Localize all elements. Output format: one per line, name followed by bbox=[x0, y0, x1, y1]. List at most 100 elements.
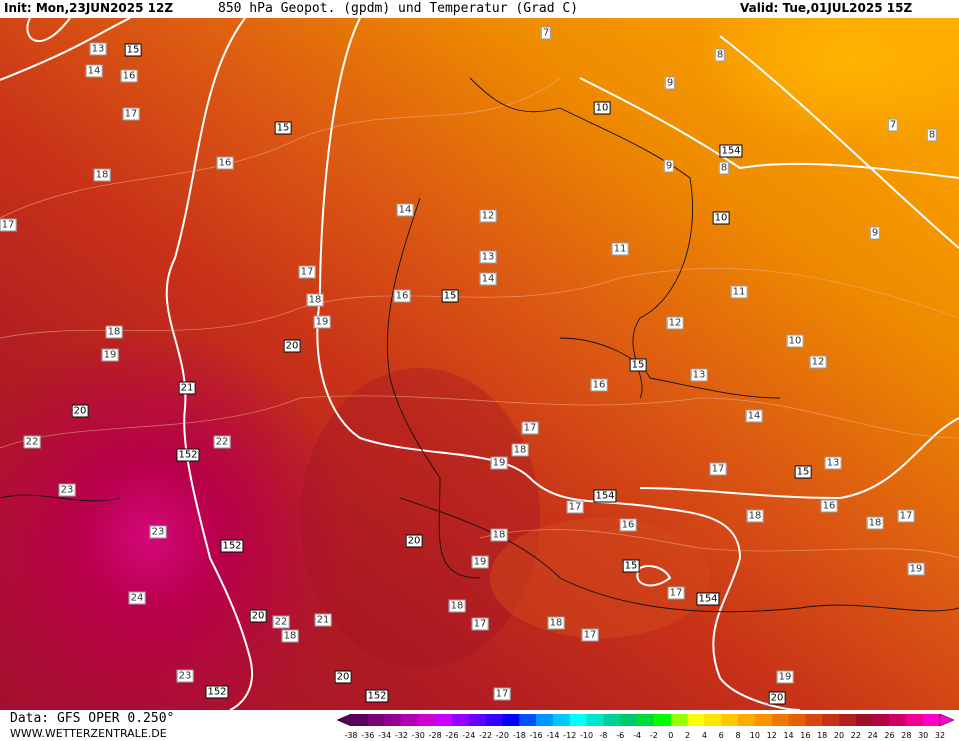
colorbar-label: 24 bbox=[868, 731, 878, 740]
contour-label: 18 bbox=[281, 629, 299, 643]
colorbar-label: 30 bbox=[918, 731, 928, 740]
colorbar-swatch bbox=[704, 714, 722, 726]
geopotential-contours bbox=[0, 18, 959, 710]
colorbar-label: -24 bbox=[462, 731, 475, 740]
contour-label: 19 bbox=[471, 555, 489, 569]
contour-label: 19 bbox=[313, 315, 331, 329]
website: WWW.WETTERZENTRALE.DE bbox=[10, 727, 167, 740]
colorbar-swatch bbox=[653, 714, 672, 726]
contour-label: 8 bbox=[718, 161, 730, 175]
contour-label: 154 bbox=[696, 592, 720, 606]
temperature-contours bbox=[0, 77, 959, 559]
contour-label: 17 bbox=[667, 586, 685, 600]
contour-label: 23 bbox=[149, 525, 167, 539]
contour-label: 10 bbox=[712, 211, 730, 225]
contour-label: 16 bbox=[619, 518, 637, 532]
colorbar-label: -8 bbox=[599, 731, 607, 740]
contour-label: 154 bbox=[719, 144, 743, 158]
contour-label: 15 bbox=[124, 43, 142, 57]
colorbar-high-arrow bbox=[939, 713, 955, 727]
contour-label: 22 bbox=[272, 615, 290, 629]
contour-label: 20 bbox=[249, 609, 267, 623]
contour-label: 11 bbox=[611, 242, 629, 256]
colorbar-label: 26 bbox=[884, 731, 894, 740]
contour-label: 16 bbox=[393, 289, 411, 303]
contour-label: 13 bbox=[690, 368, 708, 382]
contour-label: 154 bbox=[593, 489, 617, 503]
colorbar-swatch bbox=[687, 714, 705, 726]
colorbar-label: 14 bbox=[783, 731, 793, 740]
colorbar-label: 32 bbox=[935, 731, 945, 740]
colorbar-swatch bbox=[536, 714, 554, 726]
warm-north bbox=[690, 18, 959, 148]
colorbar-swatch bbox=[401, 714, 419, 726]
contour-label: 9 bbox=[664, 76, 676, 90]
contour-label: 15 bbox=[441, 289, 459, 303]
colorbar-swatch bbox=[502, 714, 520, 726]
map-field bbox=[0, 18, 959, 710]
colorbar-label: 10 bbox=[750, 731, 760, 740]
colorbar-label: -4 bbox=[633, 731, 641, 740]
colorbar-label: 28 bbox=[901, 731, 911, 740]
colorbar-label: -22 bbox=[479, 731, 492, 740]
contour-label: 152 bbox=[365, 689, 389, 703]
contour-label: 17 bbox=[897, 509, 915, 523]
contour-label: 18 bbox=[306, 293, 324, 307]
colorbar-swatch bbox=[771, 714, 789, 726]
map: 13 15 14 16 17 15 16 18 17 14 12 13 14 15 16 18 17 19 18 19… bbox=[0, 18, 959, 710]
contour-label: 17 bbox=[471, 617, 489, 631]
contour-label: 21 bbox=[314, 613, 332, 627]
contour-label: 20 bbox=[334, 670, 352, 684]
colorbar-label: 2 bbox=[685, 731, 690, 740]
header: Init: Mon,23JUN2025 12Z 850 hPa Geopot. … bbox=[0, 0, 959, 18]
colorbar-label: -16 bbox=[530, 731, 543, 740]
colorbar-label: -30 bbox=[412, 731, 425, 740]
colorbar-label: 22 bbox=[851, 731, 861, 740]
colorbar-label: -32 bbox=[395, 731, 408, 740]
colorbar-label: 6 bbox=[719, 731, 724, 740]
colorbar-label: -14 bbox=[546, 731, 559, 740]
contour-label: 12 bbox=[666, 316, 684, 330]
colorbar-swatch bbox=[906, 714, 924, 726]
colorbar-label: -28 bbox=[429, 731, 442, 740]
contour-label: 12 bbox=[479, 209, 497, 223]
contour-label: 7 bbox=[887, 118, 899, 132]
contour-label: 18 bbox=[105, 325, 123, 339]
colorbar-label: -2 bbox=[650, 731, 658, 740]
valid-time: Valid: Tue,01JUL2025 15Z bbox=[740, 1, 913, 15]
contour-label: 18 bbox=[93, 168, 111, 182]
contour-label: 18 bbox=[490, 528, 508, 542]
contour-label: 13 bbox=[479, 250, 497, 264]
colorbar-label: -38 bbox=[344, 731, 357, 740]
colorbar-label: -20 bbox=[496, 731, 509, 740]
contour-label: 15 bbox=[622, 559, 640, 573]
colorbar-swatch bbox=[468, 714, 486, 726]
contour-label: 17 bbox=[581, 628, 599, 642]
colorbar-swatch bbox=[889, 714, 907, 726]
contour-label: 15 bbox=[794, 465, 812, 479]
footer: Data: GFS OPER 0.250° WWW.WETTERZENTRALE… bbox=[0, 710, 959, 741]
cool-area bbox=[490, 518, 710, 638]
colorbar-swatch bbox=[519, 714, 537, 726]
colorbar-label: -36 bbox=[361, 731, 374, 740]
colorbar-label: -18 bbox=[513, 731, 526, 740]
colorbar-swatch bbox=[670, 714, 688, 726]
contour-label: 8 bbox=[926, 128, 938, 142]
colorbar: -38 -36 -34 -32 -30 -28 -26 -24 -22 -20 -18 -16 -14-… bbox=[336, 713, 955, 740]
contour-label: 152 bbox=[220, 539, 244, 553]
contour-label: 17 bbox=[493, 687, 511, 701]
contour-label: 14 bbox=[85, 64, 103, 78]
colorbar-swatch bbox=[384, 714, 402, 726]
contour-label: 20 bbox=[405, 534, 423, 548]
contour-label: 13 bbox=[824, 456, 842, 470]
contour-label: 19 bbox=[101, 348, 119, 362]
contour-label: 20 bbox=[71, 404, 89, 418]
colorbar-swatch bbox=[569, 714, 587, 726]
colorbar-swatch bbox=[637, 714, 655, 726]
colorbar-swatch bbox=[855, 714, 873, 726]
contour-label: 18 bbox=[511, 443, 529, 457]
contour-label: 15 bbox=[629, 358, 647, 372]
contour-label: 16 bbox=[820, 499, 838, 513]
colorbar-swatch bbox=[603, 714, 621, 726]
